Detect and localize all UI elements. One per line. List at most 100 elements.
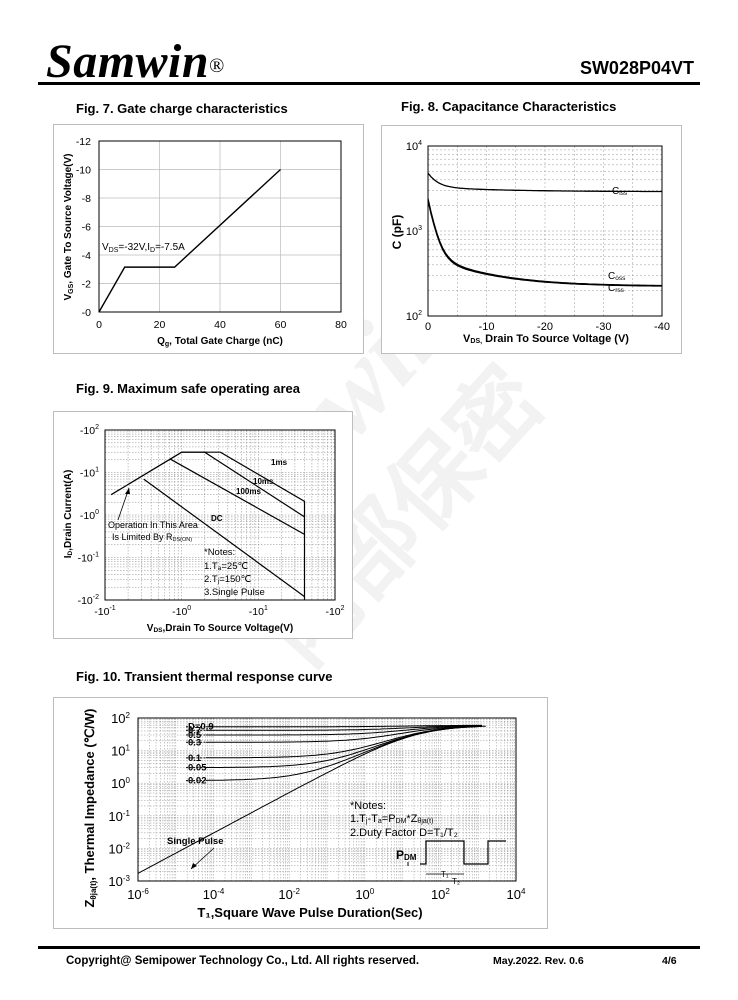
fig8-label-coss: Coss — [608, 271, 626, 282]
fig10-curve-duty — [206, 725, 482, 736]
fig10-grid — [137, 718, 516, 882]
fig9-ytick: -101 — [80, 467, 99, 480]
fig10-ytick: 102 — [111, 711, 130, 726]
fig9-note1: 1.Ta=25℃ — [204, 561, 248, 572]
fig9-chart: -10-1 -100 -101 -102 -102-101-100-10-1-10-2… — [63, 424, 345, 634]
fig10-ytick: 10-1 — [108, 809, 130, 824]
fig10-duty-label: 0.3 — [188, 737, 201, 748]
fig10-duty-label: 0.05 — [188, 763, 207, 774]
fig7-xtick: 40 — [214, 319, 226, 331]
fig10-panel: 10-6 10-4 10-2 100 102 104 102 101 100 10-1 10-2 1… — [53, 697, 548, 929]
fig9-ytick: -100 — [80, 509, 99, 522]
registered-mark: ® — [209, 55, 225, 77]
fig9-curve-10ms — [181, 451, 305, 518]
fig7-xtick: 60 — [275, 319, 287, 331]
fig10-thermal-curves — [137, 724, 486, 874]
fig8-xlabel: VDS, Drain To Source Voltage (V) — [463, 333, 629, 345]
fig9-label-dc: DC — [211, 514, 223, 523]
fig10-ytick: 10-3 — [108, 874, 130, 889]
fig8-ytick: 102 — [406, 310, 422, 323]
fig8-grid — [428, 146, 662, 316]
fig7-ytick: -12 — [76, 136, 91, 148]
fig10-xtick: 104 — [507, 887, 526, 902]
fig10-xtick: 102 — [431, 887, 450, 902]
fig9-ytick: -10-2 — [78, 594, 100, 607]
fig9-notes-title: *Notes: — [204, 547, 235, 558]
fig9-xlabel: VDS,Drain To Source Voltage(V) — [147, 623, 293, 634]
fig8-panel: 0 -10 -20 -30 -40 104 103 102 Ciss Coss Crss V… — [381, 125, 682, 354]
fig8-label-ciss: Ciss — [612, 186, 628, 197]
fig9-grid — [104, 430, 335, 601]
fig10-pdm: PDM — [396, 848, 417, 862]
fig7-gate-charge-curve — [98, 168, 281, 313]
fig8-xtick: 0 — [425, 321, 431, 333]
fig10-xlabel: T₁,Square Wave Pulse Duration(Sec) — [197, 905, 422, 920]
fig7-ytick: -2 — [82, 279, 91, 291]
fig10-xtick: 10-2 — [278, 887, 300, 902]
fig9-note2: 2.Tj=150℃ — [204, 574, 252, 585]
fig9-label-1ms: 1ms — [271, 458, 288, 467]
fig10-curve-duty — [206, 725, 483, 743]
fig10-notes-title: *Notes: — [350, 800, 386, 812]
fig9-note3: 3.Single Pulse — [204, 587, 265, 598]
fig8-crss-curve — [427, 200, 662, 287]
fig9-label-10ms: 10ms — [253, 477, 274, 486]
fig8-ciss-curve — [427, 172, 662, 193]
fig10-note1: 1.Tj-Ta=PDM*Zθja(t) — [350, 813, 433, 825]
fig9-xtick: -101 — [249, 605, 268, 618]
fig7-ytick: -4 — [82, 250, 91, 262]
fig10-duty-label: 0.1 — [188, 753, 202, 764]
fig10-duty-label: 0.02 — [188, 776, 207, 787]
fig7-xtick: 0 — [96, 319, 102, 331]
fig9-panel: -10-1 -100 -101 -102 -102 -101 -100 -10-1 -10-2… — [53, 411, 353, 639]
fig8-title: Fig. 8. Capacitance Characteristics — [401, 99, 617, 114]
footer-rule — [38, 946, 700, 949]
fig9-soa-curves — [110, 451, 306, 600]
fig7-ytick: -0 — [82, 307, 91, 319]
fig7-xtick: 20 — [154, 319, 166, 331]
fig8-ytick: 103 — [406, 225, 422, 238]
fig10-xtick: 10-4 — [203, 887, 225, 902]
fig9-curve-dc — [143, 478, 305, 598]
fig10-t1: T₁ — [441, 870, 449, 879]
fig7-chart: 0 20 40 60 80 -0 -2 -4 -6 -8 -10 -12 VDS=-32V,ID=-… — [63, 136, 347, 348]
fig9-title: Fig. 9. Maximum safe operating area — [76, 381, 300, 396]
fig7-ylabel: VGS, Gate To Source Voltage(V) — [63, 153, 75, 300]
fig9-xtick: -102 — [325, 605, 344, 618]
fig10-curve-duty — [206, 725, 483, 731]
fig8-ylabel: C (pF) — [390, 215, 404, 250]
fig10-duty-label: D=0.9 — [188, 722, 214, 733]
fig10-note2: 2.Duty Factor D=T₁/T₂ — [350, 827, 458, 839]
fig9-limit-line1: Operation In This Area — [108, 520, 198, 530]
fig8-chart: 0 -10 -20 -30 -40 104 103 102 Ciss Coss Crss V… — [390, 140, 670, 345]
fig9-xtick: -10-1 — [94, 605, 116, 618]
fig10-curve-duty — [205, 725, 483, 781]
fig7-xtick: 80 — [335, 319, 347, 331]
fig8-label-crss: Crss — [608, 283, 625, 294]
part-number: SW028P04VT — [579, 58, 694, 78]
fig7-annotation: VDS=-32V,ID=-7.5A — [102, 242, 185, 254]
fig10-single-pulse: Single Pulse — [167, 836, 224, 847]
revision-text: May.2022. Rev. 0.6 — [493, 955, 584, 967]
fig7-title: Fig. 7. Gate charge characteristics — [76, 101, 288, 116]
fig8-xtick: -40 — [654, 321, 670, 333]
fig7-grid — [99, 141, 341, 312]
fig7-panel: 0 20 40 60 80 -0 -2 -4 -6 -8 -10 -12 VDS=-32V,ID=-… — [53, 124, 364, 354]
fig9-ylabel: ID,Drain Current(A) — [63, 470, 74, 559]
fig8-xtick: -10 — [479, 321, 495, 333]
fig9-rdson-limit — [110, 451, 183, 496]
fig7-xlabel: Qg, Total Gate Charge (nC) — [157, 336, 283, 348]
fig8-xtick: -30 — [596, 321, 612, 333]
fig9-ytick: -102 — [80, 424, 99, 437]
fig10-curve-duty — [206, 724, 483, 728]
fig10-pulse-diagram — [420, 840, 506, 865]
fig10-xtick: 10-6 — [127, 887, 149, 902]
fig9-label-100ms: 100ms — [236, 487, 261, 496]
company-logo: Samwin® — [46, 35, 225, 88]
fig9-ytick: -10-1 — [78, 552, 100, 565]
copyright-text: Copyright@ Semipower Technology Co., Ltd… — [66, 955, 420, 967]
fig10-duty-label: 0.5 — [188, 730, 202, 741]
fig10-ylabel: Zθja(t), Thermal Impedance (℃/W) — [82, 708, 98, 907]
fig9-xtick: -100 — [172, 605, 191, 618]
fig10-xtick: 100 — [355, 887, 374, 902]
